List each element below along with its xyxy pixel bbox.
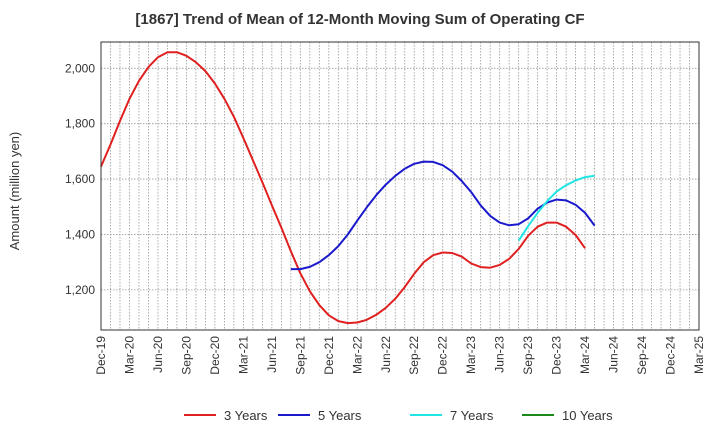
x-tick-label: Sep-24: [635, 336, 649, 375]
legend-label: 7 Years: [450, 408, 494, 423]
x-tick-label: Jun-22: [379, 336, 393, 373]
y-tick-label: 2,000: [65, 61, 95, 75]
x-tick-label: Sep-21: [293, 336, 307, 375]
x-tick-label: Jun-24: [607, 336, 621, 373]
y-tick-label: 1,400: [65, 227, 95, 241]
y-tick-label: 1,200: [65, 283, 95, 297]
plot-background: [101, 42, 699, 330]
series-layer: [100, 51, 596, 325]
axes: [100, 41, 700, 331]
x-tick-label: Jun-23: [493, 336, 507, 373]
x-tick-label: Jun-20: [151, 336, 165, 373]
x-tick-label: Dec-24: [664, 336, 678, 375]
legend-label: 3 Years: [224, 408, 268, 423]
x-tick-label: Dec-21: [322, 336, 336, 375]
x-tick-label: Dec-22: [436, 336, 450, 375]
x-tick-label: Sep-20: [179, 336, 193, 375]
x-tick-label: Sep-22: [407, 336, 421, 375]
x-tick-label: Dec-19: [94, 336, 108, 375]
legend: 3 Years 5 Years 7 Years 10 Years: [184, 408, 613, 423]
x-tick-label: Mar-24: [578, 336, 592, 374]
x-tick-label: Mar-22: [350, 336, 364, 374]
x-tick-label: Mar-23: [464, 336, 478, 374]
x-tick-label: Mar-25: [692, 336, 706, 374]
x-tick-label: Mar-20: [122, 336, 136, 374]
x-tick-label: Dec-20: [208, 336, 222, 375]
series-line-7-years: [517, 174, 595, 242]
y-tick-label: 1,600: [65, 172, 95, 186]
legend-label: 10 Years: [562, 408, 613, 423]
x-tick-label: Sep-23: [521, 336, 535, 375]
y-axis-label: Amount (million yen): [7, 132, 22, 251]
grid-lines: [101, 42, 699, 330]
x-tick-labels: Dec-19 Mar-20 Jun-20 Sep-20 Dec-20 Mar-21 Jun-…: [94, 336, 706, 375]
y-tick-label: 1,800: [65, 117, 95, 131]
plot-frame: [100, 41, 700, 331]
chart-title: [1867] Trend of Mean of 12-Month Moving …: [135, 11, 584, 28]
y-tick-labels: 1,200 1,400 1,600 1,800 2,000: [65, 61, 95, 297]
plot-area: [101, 42, 699, 330]
x-tick-label: Mar-21: [236, 336, 250, 374]
x-tick-label: Dec-23: [550, 336, 564, 375]
series-line-3-years: [100, 51, 586, 325]
x-tick-label: Jun-21: [265, 336, 279, 373]
legend-label: 5 Years: [318, 408, 362, 423]
